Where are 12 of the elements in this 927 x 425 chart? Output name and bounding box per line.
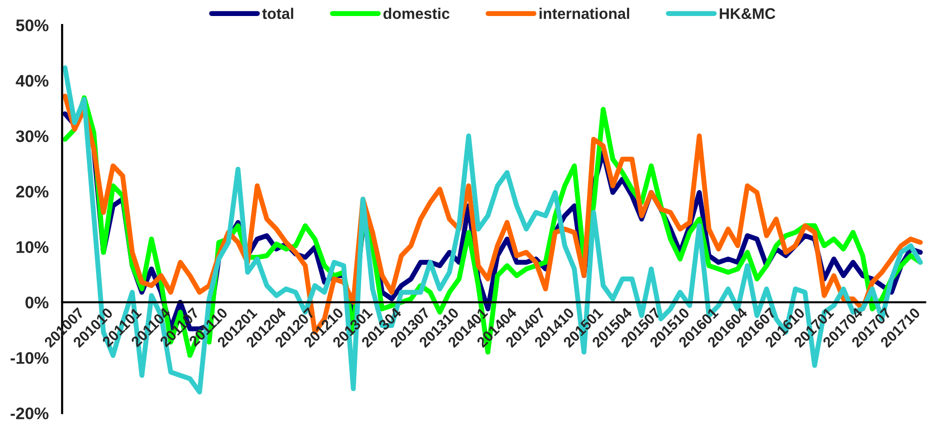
y-tick-label: 10% — [16, 241, 48, 254]
y-tick-label: -10% — [10, 352, 48, 364]
y-tick-label: -20% — [10, 408, 48, 420]
legend-label: total — [262, 8, 294, 20]
y-tick-label: 40% — [16, 74, 48, 87]
y-tick-label: 30% — [16, 130, 48, 142]
y-tick-label: 50% — [16, 19, 48, 32]
y-tick-label: 20% — [16, 186, 48, 198]
legend-label: international — [540, 8, 630, 20]
legend-label: HK&MC — [720, 8, 776, 20]
legend-label: domestic — [383, 8, 450, 20]
y-tick-label: 0% — [25, 296, 48, 308]
